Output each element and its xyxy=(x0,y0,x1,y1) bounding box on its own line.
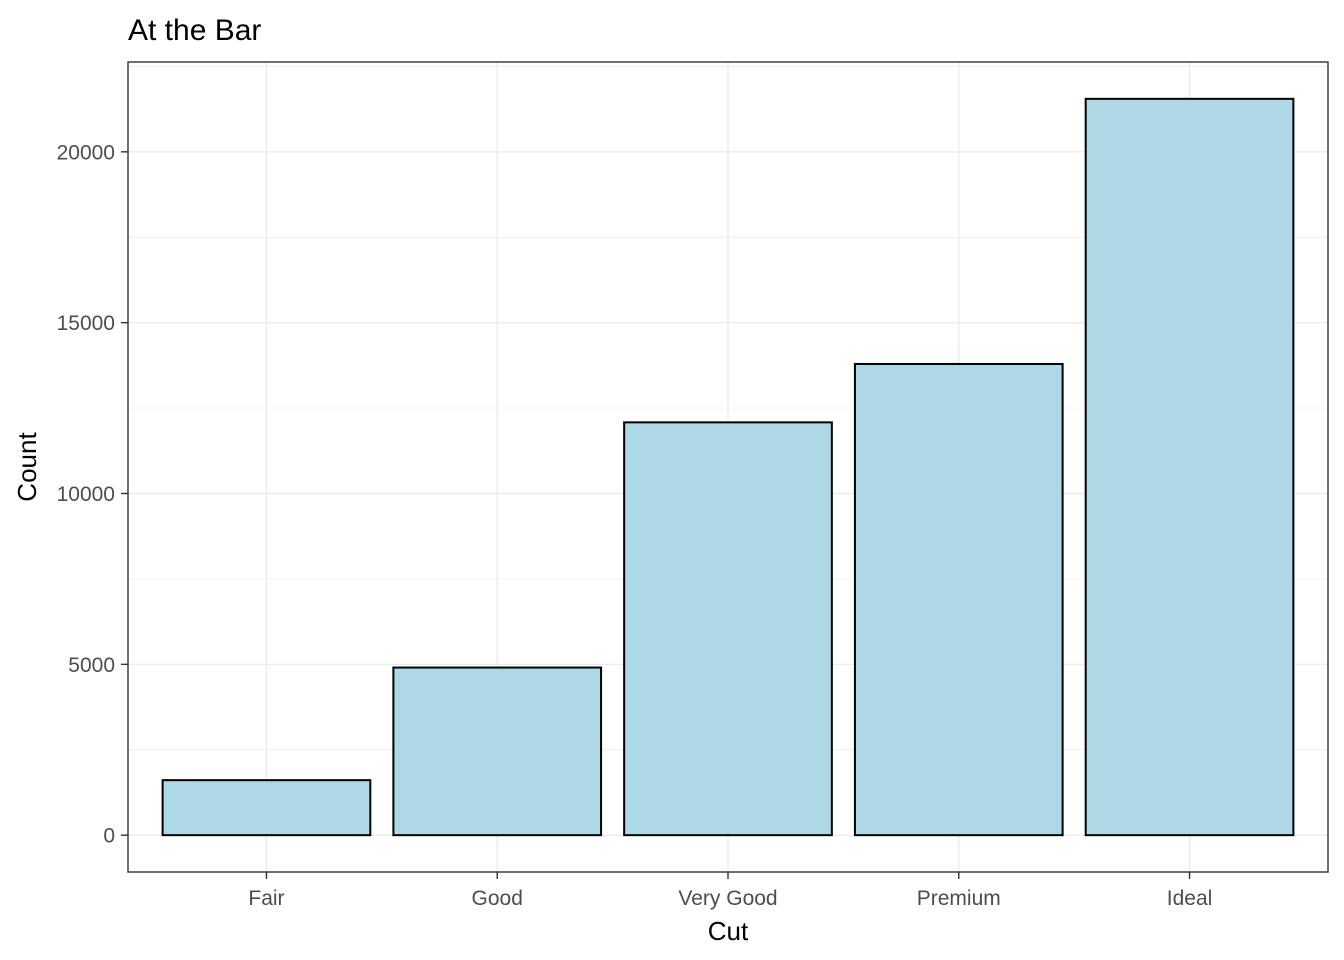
y-tick-label: 10000 xyxy=(57,483,115,506)
x-axis: Fair Good Very Good Premium Ideal xyxy=(248,872,1212,910)
bars xyxy=(161,97,1295,837)
bar-good xyxy=(392,666,603,837)
x-tick-label: Very Good xyxy=(678,887,777,910)
x-tick-label: Fair xyxy=(248,887,284,910)
x-tick-label: Good xyxy=(472,887,523,910)
y-tick-label: 20000 xyxy=(57,141,115,164)
y-tick-label: 5000 xyxy=(68,654,115,677)
bar-fair xyxy=(161,779,372,837)
x-axis-title: Cut xyxy=(708,916,749,946)
x-tick-label: Premium xyxy=(917,887,1001,910)
bar-ideal xyxy=(1084,97,1295,837)
y-axis-title: Count xyxy=(12,432,42,502)
y-tick-label: 0 xyxy=(103,825,115,848)
chart-title: At the Bar xyxy=(128,14,261,47)
bar-very-good xyxy=(623,421,833,837)
y-axis: 0 5000 10000 15000 20000 xyxy=(57,141,128,848)
x-tick-label: Ideal xyxy=(1167,887,1213,910)
y-tick-label: 15000 xyxy=(57,312,115,335)
bar-premium xyxy=(853,362,1064,837)
